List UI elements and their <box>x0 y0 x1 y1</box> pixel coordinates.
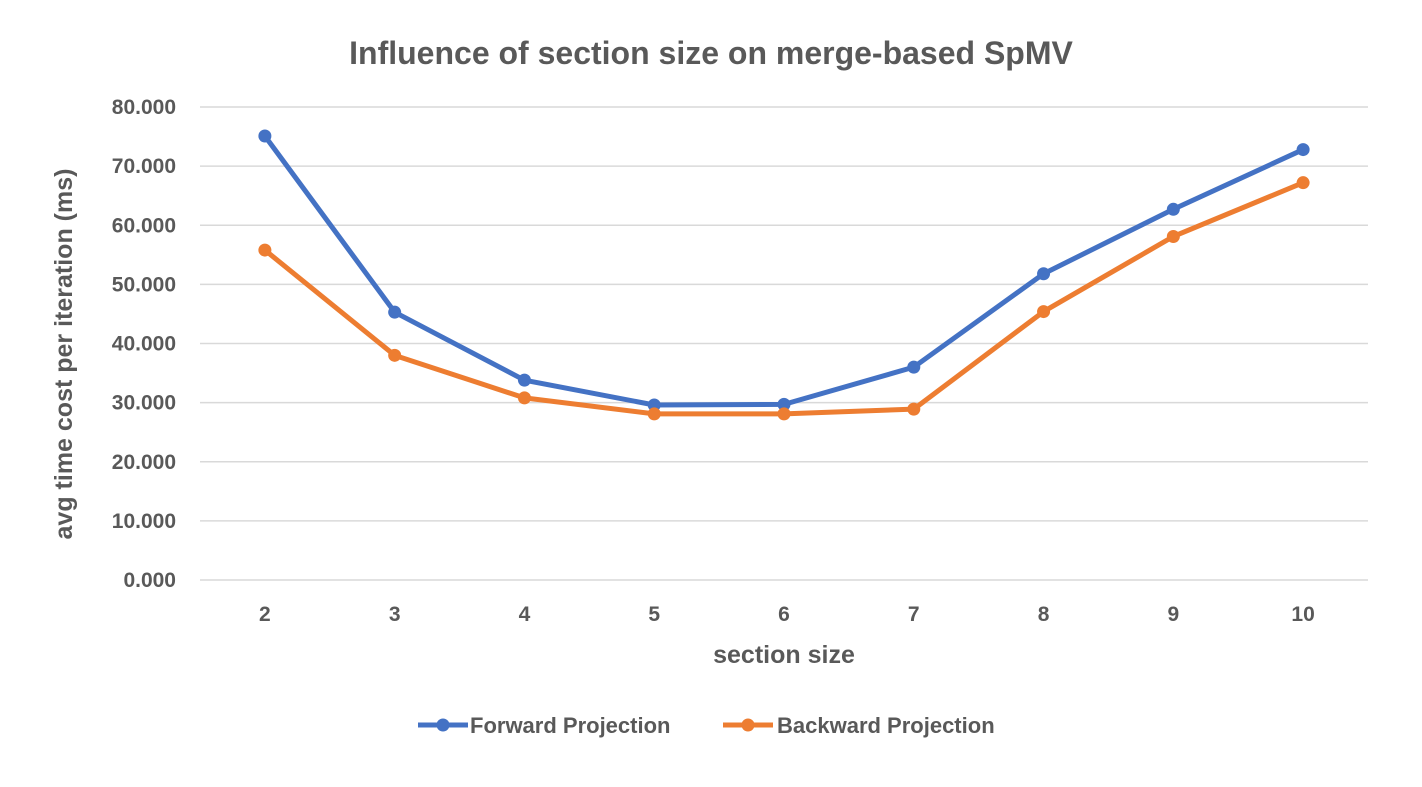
data-point <box>258 243 272 257</box>
legend-marker <box>436 718 450 732</box>
legend: Forward Projection Backward Projection <box>418 713 995 738</box>
x-tick-label: 10 <box>1291 603 1314 626</box>
data-point <box>1166 229 1180 243</box>
data-point <box>258 129 272 143</box>
data-point <box>388 348 402 362</box>
y-tick-label: 80.000 <box>112 96 176 119</box>
x-tick-label: 8 <box>1038 603 1050 626</box>
x-tick-label: 9 <box>1167 603 1179 626</box>
data-point <box>907 402 921 416</box>
y-axis-title: avg time cost per iteration (ms) <box>50 169 78 540</box>
x-tick-label: 5 <box>648 603 660 626</box>
data-point <box>388 305 402 319</box>
data-point <box>1166 202 1180 216</box>
y-tick-label: 70.000 <box>112 155 176 178</box>
data-point <box>777 407 791 421</box>
y-tick-label: 60.000 <box>112 214 176 237</box>
data-point <box>1296 176 1310 190</box>
data-point <box>517 373 531 387</box>
series-2 <box>258 176 1310 421</box>
x-axis-ticks: 2 3 4 5 6 7 8 9 10 <box>259 603 1315 626</box>
y-tick-label: 50.000 <box>112 273 176 296</box>
data-point <box>1037 305 1051 319</box>
legend-label: Backward Projection <box>777 713 995 738</box>
data-point <box>907 360 921 374</box>
gridlines <box>200 106 1368 581</box>
data-point <box>777 397 791 411</box>
legend-item: Backward Projection <box>723 713 995 738</box>
series-group <box>258 129 1310 421</box>
x-tick-label: 7 <box>908 603 920 626</box>
y-tick-label: 30.000 <box>112 392 176 415</box>
series-line <box>262 180 1306 417</box>
series-1 <box>258 129 1310 412</box>
legend-label: Forward Projection <box>470 713 670 738</box>
y-axis-ticks: 0.000 10.000 20.000 30.000 40.000 50.000 60.00… <box>112 96 176 592</box>
x-tick-label: 6 <box>778 603 790 626</box>
data-point <box>1296 143 1310 157</box>
legend-marker <box>741 718 755 732</box>
data-point <box>517 391 531 405</box>
data-point <box>1037 267 1051 281</box>
data-point <box>647 407 661 421</box>
x-tick-label: 2 <box>259 603 271 626</box>
y-tick-label: 0.000 <box>123 569 176 592</box>
y-tick-label: 20.000 <box>112 451 176 474</box>
x-tick-label: 3 <box>389 603 401 626</box>
y-tick-label: 40.000 <box>112 333 176 356</box>
x-tick-label: 4 <box>519 603 531 626</box>
chart-title: Influence of section size on merge-based… <box>349 35 1073 71</box>
legend-item: Forward Projection <box>418 713 670 738</box>
y-tick-label: 10.000 <box>112 510 176 533</box>
x-axis-title: section size <box>713 641 855 669</box>
